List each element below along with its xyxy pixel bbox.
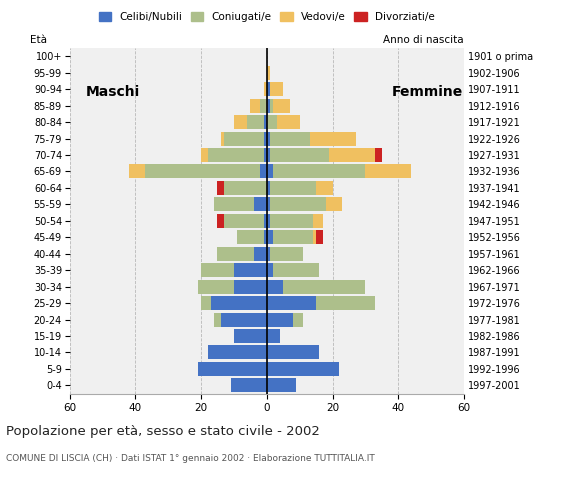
- Bar: [263, 115, 267, 129]
- Bar: [270, 181, 316, 195]
- Bar: [267, 132, 270, 145]
- Bar: [267, 148, 270, 162]
- Bar: [267, 329, 280, 343]
- Bar: [214, 197, 253, 211]
- Bar: [214, 312, 221, 326]
- Bar: [224, 132, 263, 145]
- Bar: [263, 82, 267, 96]
- Bar: [316, 230, 322, 244]
- Bar: [267, 66, 270, 80]
- Bar: [267, 165, 273, 179]
- Bar: [253, 247, 267, 261]
- Bar: [313, 230, 316, 244]
- Bar: [283, 280, 365, 294]
- Bar: [221, 132, 224, 145]
- Bar: [277, 115, 300, 129]
- Text: Popolazione per età, sesso e stato civile - 2002: Popolazione per età, sesso e stato civil…: [6, 425, 320, 438]
- Bar: [270, 98, 273, 113]
- Bar: [231, 378, 267, 392]
- Bar: [267, 247, 270, 261]
- Bar: [129, 165, 145, 179]
- Bar: [267, 346, 320, 360]
- Bar: [224, 214, 263, 228]
- Text: Maschi: Maschi: [86, 84, 140, 98]
- Bar: [201, 148, 208, 162]
- Bar: [237, 230, 263, 244]
- Text: Età: Età: [30, 35, 47, 45]
- Bar: [267, 181, 270, 195]
- Bar: [234, 280, 267, 294]
- Bar: [260, 98, 267, 113]
- Bar: [267, 280, 283, 294]
- Bar: [218, 247, 253, 261]
- Bar: [273, 230, 313, 244]
- Bar: [273, 263, 320, 277]
- Bar: [270, 132, 310, 145]
- Bar: [234, 263, 267, 277]
- Text: Femmine: Femmine: [392, 84, 463, 98]
- Bar: [270, 214, 313, 228]
- Bar: [201, 296, 211, 310]
- Bar: [201, 263, 234, 277]
- Bar: [267, 362, 339, 376]
- Bar: [208, 148, 263, 162]
- Bar: [267, 98, 270, 113]
- Text: COMUNE DI LISCIA (CH) · Dati ISTAT 1° gennaio 2002 · Elaborazione TUTTITALIA.IT: COMUNE DI LISCIA (CH) · Dati ISTAT 1° ge…: [6, 454, 375, 463]
- Bar: [273, 98, 290, 113]
- Bar: [198, 280, 234, 294]
- Bar: [267, 214, 270, 228]
- Bar: [267, 230, 273, 244]
- Text: Anno di nascita: Anno di nascita: [383, 35, 464, 45]
- Bar: [316, 181, 332, 195]
- Bar: [224, 181, 267, 195]
- Legend: Celibi/Nubili, Coniugati/e, Vedovi/e, Divorziati/e: Celibi/Nubili, Coniugati/e, Vedovi/e, Di…: [95, 8, 439, 26]
- Bar: [263, 230, 267, 244]
- Bar: [310, 132, 356, 145]
- Bar: [329, 148, 375, 162]
- Bar: [263, 148, 267, 162]
- Bar: [270, 82, 283, 96]
- Bar: [263, 132, 267, 145]
- Bar: [253, 197, 267, 211]
- Bar: [198, 362, 267, 376]
- Bar: [267, 296, 316, 310]
- Bar: [260, 165, 267, 179]
- Bar: [267, 263, 273, 277]
- Bar: [263, 214, 267, 228]
- Bar: [270, 197, 326, 211]
- Bar: [218, 214, 224, 228]
- Bar: [267, 197, 270, 211]
- Bar: [316, 296, 375, 310]
- Bar: [365, 165, 411, 179]
- Bar: [234, 115, 247, 129]
- Bar: [234, 329, 267, 343]
- Bar: [211, 296, 267, 310]
- Bar: [293, 312, 303, 326]
- Bar: [145, 165, 260, 179]
- Bar: [267, 378, 296, 392]
- Bar: [270, 247, 303, 261]
- Bar: [270, 148, 329, 162]
- Bar: [375, 148, 382, 162]
- Bar: [326, 197, 342, 211]
- Bar: [273, 165, 365, 179]
- Bar: [221, 312, 267, 326]
- Bar: [247, 115, 263, 129]
- Bar: [313, 214, 322, 228]
- Bar: [218, 181, 224, 195]
- Bar: [267, 82, 270, 96]
- Bar: [251, 98, 260, 113]
- Bar: [267, 115, 277, 129]
- Bar: [208, 346, 267, 360]
- Bar: [267, 312, 293, 326]
